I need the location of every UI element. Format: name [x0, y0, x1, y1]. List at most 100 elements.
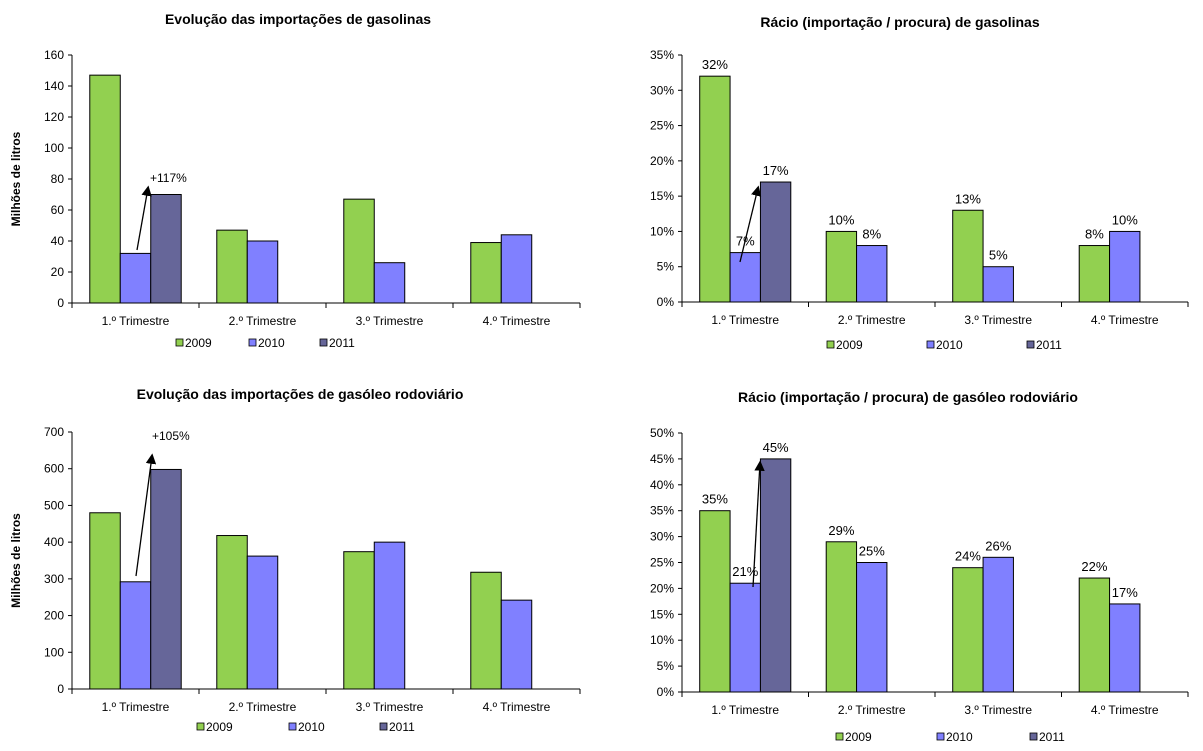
legend-swatch-2011	[319, 338, 328, 347]
chart-gasoleo-ratio: Rácio (importação / procura) de gasóleo …	[600, 375, 1203, 746]
bar-2010	[982, 556, 1014, 693]
bar-2010	[373, 262, 406, 304]
data-label: 5%	[989, 248, 1008, 263]
y-tick-label: 25%	[650, 119, 674, 133]
y-tick-label: 700	[44, 425, 64, 439]
y-tick-label: 120	[44, 110, 64, 124]
y-tick-label: 100	[44, 645, 64, 659]
growth-annotation: +117%	[150, 171, 187, 185]
chart-svg: Rácio (importação / procura) de gasóleo …	[650, 389, 1189, 744]
legend-label-2010: 2010	[298, 720, 325, 734]
bar-2010	[729, 252, 761, 303]
chart-svg: Rácio (importação / procura) de gasolina…	[650, 14, 1189, 352]
bar-2010	[500, 234, 533, 304]
y-tick-label: 140	[44, 79, 64, 93]
data-label: 45%	[763, 440, 789, 455]
y-tick-label: 30%	[650, 83, 674, 97]
bar-2009	[699, 75, 731, 303]
bar-2009	[699, 510, 731, 693]
data-label: 21%	[732, 564, 758, 579]
data-label: 22%	[1081, 559, 1107, 574]
data-label: 8%	[862, 227, 881, 242]
legend-label-2011: 2011	[1036, 338, 1062, 352]
legend-label-2010: 2010	[258, 336, 285, 350]
bar-2009	[470, 242, 502, 304]
bar-2009	[1078, 577, 1111, 693]
y-tick-label: 40%	[650, 478, 674, 492]
bar-2011	[150, 468, 182, 690]
bar-2009	[825, 541, 858, 693]
y-tick-label: 45%	[650, 452, 674, 466]
y-tick-label: 15%	[650, 607, 674, 621]
y-tick-label: 30%	[650, 530, 674, 544]
x-category-label: 2.º Trimestre	[838, 703, 906, 717]
bar-2010	[1109, 230, 1141, 303]
data-label: 17%	[763, 163, 789, 178]
data-label: 29%	[828, 523, 854, 538]
y-tick-label: 10%	[650, 224, 674, 238]
legend-swatch-2009	[175, 338, 184, 347]
growth-arrow	[752, 460, 765, 588]
y-tick-label: 160	[44, 48, 64, 62]
chart-svg: Evolução das importações de gasolinas 0 20…	[9, 11, 581, 350]
growth-annotation: +105%	[152, 429, 190, 443]
y-tick-label: 15%	[650, 189, 674, 203]
growth-arrow	[135, 453, 157, 577]
y-tick-label: 200	[44, 609, 64, 623]
y-tick-label: 100	[44, 141, 64, 155]
y-tick-label: 20%	[650, 581, 674, 595]
x-category-label: 4.º Trimestre	[1091, 703, 1159, 717]
x-category-label: 1.º Trimestre	[102, 700, 170, 714]
bar-2009	[952, 567, 984, 693]
y-tick-label: 35%	[650, 504, 674, 518]
y-tick-label: 0	[57, 296, 64, 310]
bar-2010	[856, 245, 888, 303]
data-label: 8%	[1085, 227, 1104, 242]
chart-title: Rácio (importação / procura) de gasolina…	[760, 14, 1040, 30]
legend-swatch-2010	[248, 338, 257, 347]
data-label: 26%	[985, 538, 1011, 553]
bar-2010	[246, 240, 279, 304]
y-tick-label: 35%	[650, 48, 674, 62]
bar-2010	[982, 266, 1014, 303]
x-category-label: 3.º Trimestre	[356, 314, 424, 328]
bar-2009	[343, 551, 375, 690]
y-tick-label: 500	[44, 498, 64, 512]
bar-2010	[119, 252, 152, 304]
y-tick-label: 20%	[650, 154, 674, 168]
y-tick-label: 0%	[657, 685, 675, 699]
legend-swatch-2011	[1029, 732, 1038, 741]
chart-svg: Evolução das importações de gasóleo rodo…	[9, 386, 581, 734]
x-category-label: 2.º Trimestre	[838, 313, 906, 327]
y-tick-label: 400	[44, 535, 64, 549]
legend-label-2010: 2010	[936, 338, 963, 352]
chart-title: Evolução das importações de gasolinas	[165, 11, 431, 27]
x-category-label: 3.º Trimestre	[356, 700, 424, 714]
y-tick-label: 5%	[657, 659, 675, 673]
chart-gasolinas-ratio: Rácio (importação / procura) de gasolina…	[600, 0, 1203, 370]
legend-swatch-2010	[936, 732, 945, 741]
bar-2010	[1109, 603, 1141, 693]
y-tick-label: 25%	[650, 556, 674, 570]
y-tick-label: 20	[51, 265, 65, 279]
legend-swatch-2011	[1026, 340, 1035, 349]
data-label: 10%	[1112, 212, 1138, 227]
x-category-label: 1.º Trimestre	[711, 313, 779, 327]
legend-swatch-2010	[288, 722, 297, 731]
legend-swatch-2009	[826, 340, 835, 349]
bar-2010	[500, 599, 533, 690]
y-tick-label: 80	[51, 172, 65, 186]
y-tick-label: 0	[57, 682, 64, 696]
bar-2011	[759, 458, 792, 693]
y-axis-label: Milhões de litros	[9, 131, 23, 226]
bar-2010	[856, 562, 888, 693]
bar-2010	[119, 581, 152, 690]
y-tick-label: 5%	[657, 260, 675, 274]
y-axis-label: Milhões de litros	[9, 513, 23, 608]
chart-gasolinas-imports: Evolução das importações de gasolinas 0 20…	[0, 0, 600, 370]
bar-2010	[373, 541, 406, 690]
bar-2009	[952, 209, 984, 303]
x-category-label: 4.º Trimestre	[483, 700, 551, 714]
legend-label-2011: 2011	[389, 720, 415, 734]
x-category-label: 1.º Trimestre	[102, 314, 170, 328]
